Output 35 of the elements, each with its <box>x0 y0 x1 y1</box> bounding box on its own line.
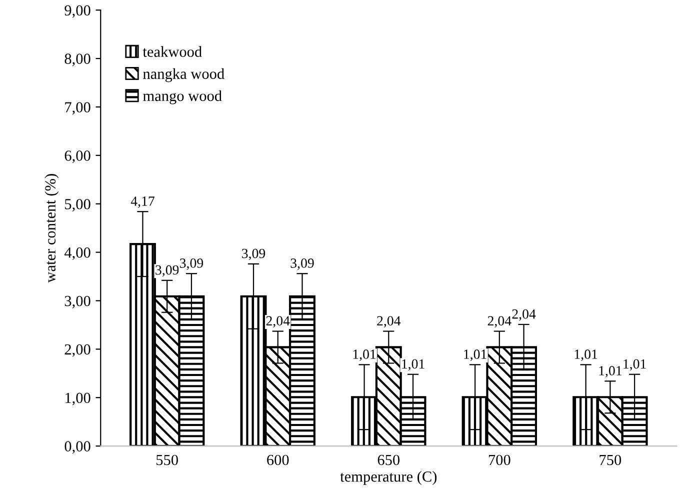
y-tick-label: 4,00 <box>64 247 90 260</box>
y-tick-label: 6,00 <box>64 150 90 164</box>
y-tick-label: 5,00 <box>65 198 90 212</box>
y-tick-label: 9,00 <box>64 5 90 18</box>
y-tick-label: 7,00 <box>65 102 90 115</box>
data-label: 1,01 <box>624 359 646 371</box>
data-label: 2,04 <box>512 309 536 321</box>
data-label: 3,09 <box>290 258 314 270</box>
y-tick-label: 8,00 <box>64 54 90 66</box>
x-tick-label: 600 <box>267 454 289 466</box>
data-label: 1,01 <box>464 350 486 361</box>
data-label: 2,04 <box>488 316 512 328</box>
y-axis-title: water content (%) <box>44 174 59 283</box>
data-label: 3,09 <box>180 258 204 270</box>
y-tick-label: 3,00 <box>64 296 90 308</box>
data-label: 1,01 <box>599 366 622 378</box>
legend-label: mango wood <box>143 90 222 104</box>
x-tick-label: 550 <box>156 454 178 466</box>
legend-label: nangka wood <box>143 68 224 82</box>
data-label: 1,01 <box>402 359 424 371</box>
y-tick-label: 1,00 <box>66 392 90 406</box>
y-tick-label: 2,00 <box>64 344 90 357</box>
legend-label: teakwood <box>142 46 202 57</box>
x-tick-label: 750 <box>600 454 622 466</box>
data-label: 2,04 <box>377 316 401 328</box>
y-tick-label: 0,00 <box>64 441 90 454</box>
data-label: 1,01 <box>353 350 376 361</box>
data-label: 3,09 <box>242 248 266 260</box>
data-label: 4,17 <box>130 196 154 208</box>
data-label: 1,01 <box>574 350 598 361</box>
x-tick-label: 650 <box>378 454 400 466</box>
x-tick-label: 700 <box>488 454 510 466</box>
data-label: 3,09 <box>156 265 179 277</box>
x-axis-title: temperature (C) <box>340 471 437 485</box>
data-label: 2,04 <box>266 316 290 328</box>
